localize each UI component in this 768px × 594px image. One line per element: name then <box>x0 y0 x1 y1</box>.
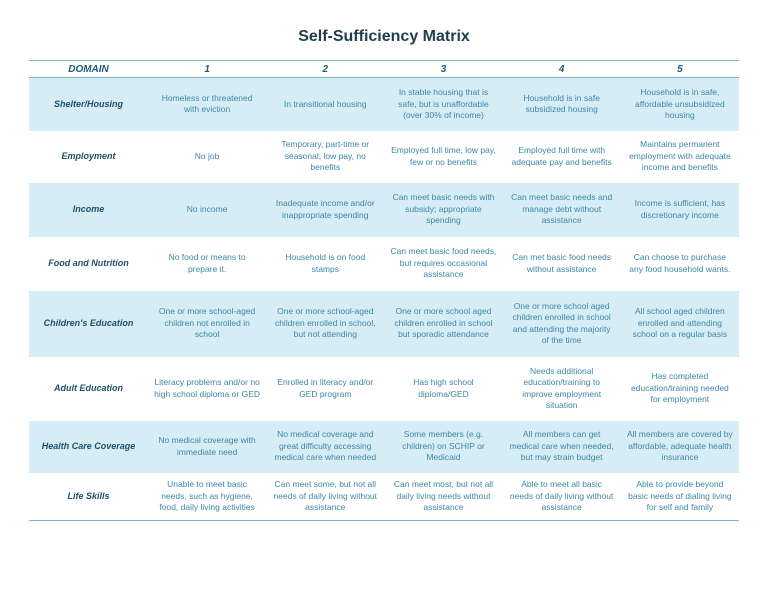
matrix-cell: Needs additional education/training to i… <box>522 365 602 411</box>
matrix-cell: Literacy problems and/or no high school … <box>154 377 261 399</box>
header-level-3: 3 <box>384 60 503 78</box>
matrix-cell: Maintains permanent employment with adeq… <box>629 139 731 173</box>
matrix-cell: Some members (e.g. children) on SCHIP or… <box>384 420 503 473</box>
domain-label: Food and Nutrition <box>48 257 129 268</box>
table-row: Life Skills Unable to meet basic needs, … <box>29 472 739 521</box>
matrix-cell: Household is in safe subsidized housing <box>502 77 621 131</box>
matrix-cell: All members can get medical care when ne… <box>502 420 621 473</box>
header-level-5: 5 <box>620 60 739 78</box>
matrix-cell: All school aged children enrolled and at… <box>620 290 739 357</box>
matrix-cell: No medical coverage and great difficulty… <box>266 420 385 473</box>
table-row: Income No income Inadequate income and/o… <box>29 182 739 237</box>
domain-label: Health Care Coverage <box>29 420 148 473</box>
table-row: Health Care Coverage No medical coverage… <box>29 420 739 473</box>
page-title: Self-Sufficiency Matrix <box>298 28 470 45</box>
matrix-cell: Can meet basic needs and manage debt wit… <box>502 182 621 237</box>
matrix-cell: In stable housing that is safe, but is u… <box>384 77 503 131</box>
matrix-cell: Employed full time, low pay, few or no b… <box>391 145 496 167</box>
matrix-cell: One or more school-aged children enrolle… <box>266 290 385 357</box>
matrix-cell: Has high school diploma/GED <box>413 377 474 399</box>
matrix-cell: Unable to meet basic needs, such as hygi… <box>148 472 267 521</box>
domain-label: Employment <box>61 150 116 161</box>
domain-label: Shelter/Housing <box>29 77 148 131</box>
self-sufficiency-matrix-table: DOMAIN 1 2 3 4 5 Shelter/Housing Homeles… <box>29 60 739 521</box>
domain-label: Children's Education <box>29 290 148 357</box>
matrix-cell: No job <box>194 150 220 161</box>
header-row: DOMAIN 1 2 3 4 5 <box>29 60 739 78</box>
matrix-cell: Able to meet all basic needs of daily li… <box>502 472 621 521</box>
matrix-cell: Temporary, part-time or seasonal; low pa… <box>281 139 370 173</box>
matrix-cell: Income is sufficient, has discretionary … <box>620 182 739 237</box>
matrix-cell: In transitional housing <box>266 77 385 131</box>
matrix-cell: Can meet basic needs with subsidy; appro… <box>384 182 503 237</box>
matrix-cell: One or more school aged children enrolle… <box>384 290 503 357</box>
header-level-1: 1 <box>148 60 267 78</box>
matrix-cell: One or more school-aged children not enr… <box>148 290 267 357</box>
matrix-cell: Enrolled in literacy and/or GED program <box>277 377 374 399</box>
table-row: Employment No job Temporary, part-time o… <box>29 131 739 183</box>
matrix-cell: No medical coverage with immediate need <box>148 420 267 473</box>
domain-label: Adult Education <box>54 382 123 393</box>
table-row: Adult Education Literacy problems and/or… <box>29 357 739 421</box>
matrix-cell: Has completed education/training needed … <box>630 371 729 405</box>
header-domain: DOMAIN <box>29 60 148 78</box>
matrix-cell: Can choose to purchase any food househol… <box>629 252 731 274</box>
matrix-cell: Household is in safe, affordable unsubsi… <box>620 77 739 131</box>
matrix-cell: Inadequate income and/or inappropriate s… <box>266 182 385 237</box>
header-level-4: 4 <box>502 60 621 78</box>
domain-label: Life Skills <box>29 472 148 521</box>
matrix-cell: One or more school aged children enrolle… <box>502 290 621 357</box>
matrix-cell: No income <box>148 182 267 237</box>
header-level-2: 2 <box>266 60 385 78</box>
matrix-cell: Homeless or threatened with eviction <box>148 77 267 131</box>
domain-label: Income <box>29 182 148 237</box>
matrix-cell: Employed full time with adequate pay and… <box>511 145 612 167</box>
table-row: Shelter/Housing Homeless or threatened w… <box>29 77 739 131</box>
matrix-cell: Can meet most, but not all daily living … <box>384 472 503 521</box>
matrix-cell: Able to provide beyond basic needs of di… <box>620 472 739 521</box>
matrix-cell: Can met basic food needs without assista… <box>512 252 612 274</box>
table-row: Food and Nutrition No food or means to p… <box>29 237 739 291</box>
matrix-cell: Can meet basic food needs, but requires … <box>390 246 497 280</box>
matrix-cell: Can meet some, but not all needs of dail… <box>266 472 385 521</box>
matrix-cell: All members are covered by affordable, a… <box>620 420 739 473</box>
matrix-cell: No food or means to prepare it. <box>168 252 246 274</box>
table-row: Children's Education One or more school-… <box>29 290 739 357</box>
matrix-cell: Household is on food stamps <box>285 252 366 274</box>
